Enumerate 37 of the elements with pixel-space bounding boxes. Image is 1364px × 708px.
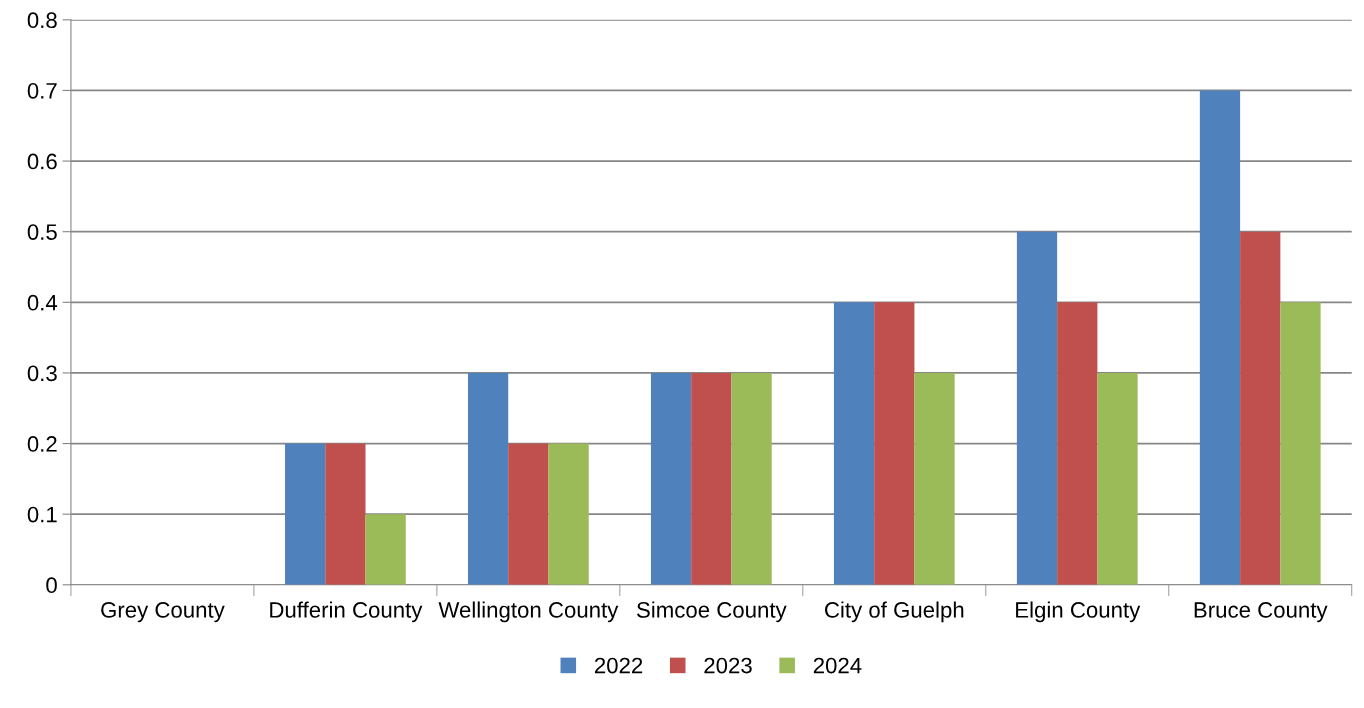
bar bbox=[1280, 302, 1321, 585]
y-tick-label: 0.1 bbox=[27, 506, 57, 523]
x-tick-label: Simcoe County bbox=[637, 601, 787, 623]
bar bbox=[325, 443, 366, 585]
bar bbox=[1199, 90, 1241, 585]
y-tick-label: 0.5 bbox=[27, 224, 57, 240]
legend-label: 2022 bbox=[594, 657, 643, 674]
x-tick-label: City of Guelph bbox=[825, 601, 964, 623]
legend-label: 2023 bbox=[704, 657, 752, 674]
x-tick-label: Dufferin County bbox=[270, 601, 423, 623]
bar bbox=[365, 514, 406, 585]
bar bbox=[1057, 302, 1098, 585]
bar bbox=[833, 302, 875, 585]
y-tick-label: 0.4 bbox=[27, 294, 58, 311]
y-tick-label: 0.7 bbox=[27, 82, 57, 99]
legend-label: 2024 bbox=[813, 657, 862, 674]
y-tick-label: 0.3 bbox=[27, 365, 57, 382]
bar bbox=[874, 302, 915, 585]
bar bbox=[731, 372, 772, 585]
x-tick-label: Elgin County bbox=[1016, 601, 1141, 623]
bar bbox=[1097, 372, 1138, 585]
bar bbox=[467, 372, 509, 585]
bar bbox=[650, 372, 692, 585]
y-tick-label: 0.6 bbox=[27, 153, 57, 170]
bar bbox=[548, 443, 589, 585]
y-tick-label: 0 bbox=[46, 577, 57, 594]
bar bbox=[285, 443, 326, 585]
bar bbox=[1240, 231, 1281, 585]
y-tick-label: 0.2 bbox=[27, 436, 57, 452]
x-tick-label: Wellington County bbox=[438, 601, 619, 623]
x-tick-label: Grey County bbox=[101, 602, 225, 623]
y-tick-label: 0.8 bbox=[27, 12, 57, 29]
bar bbox=[1016, 231, 1058, 585]
x-tick-label: Bruce County bbox=[1194, 602, 1328, 623]
bar bbox=[914, 372, 955, 585]
bar bbox=[508, 443, 549, 585]
bar bbox=[691, 372, 732, 585]
